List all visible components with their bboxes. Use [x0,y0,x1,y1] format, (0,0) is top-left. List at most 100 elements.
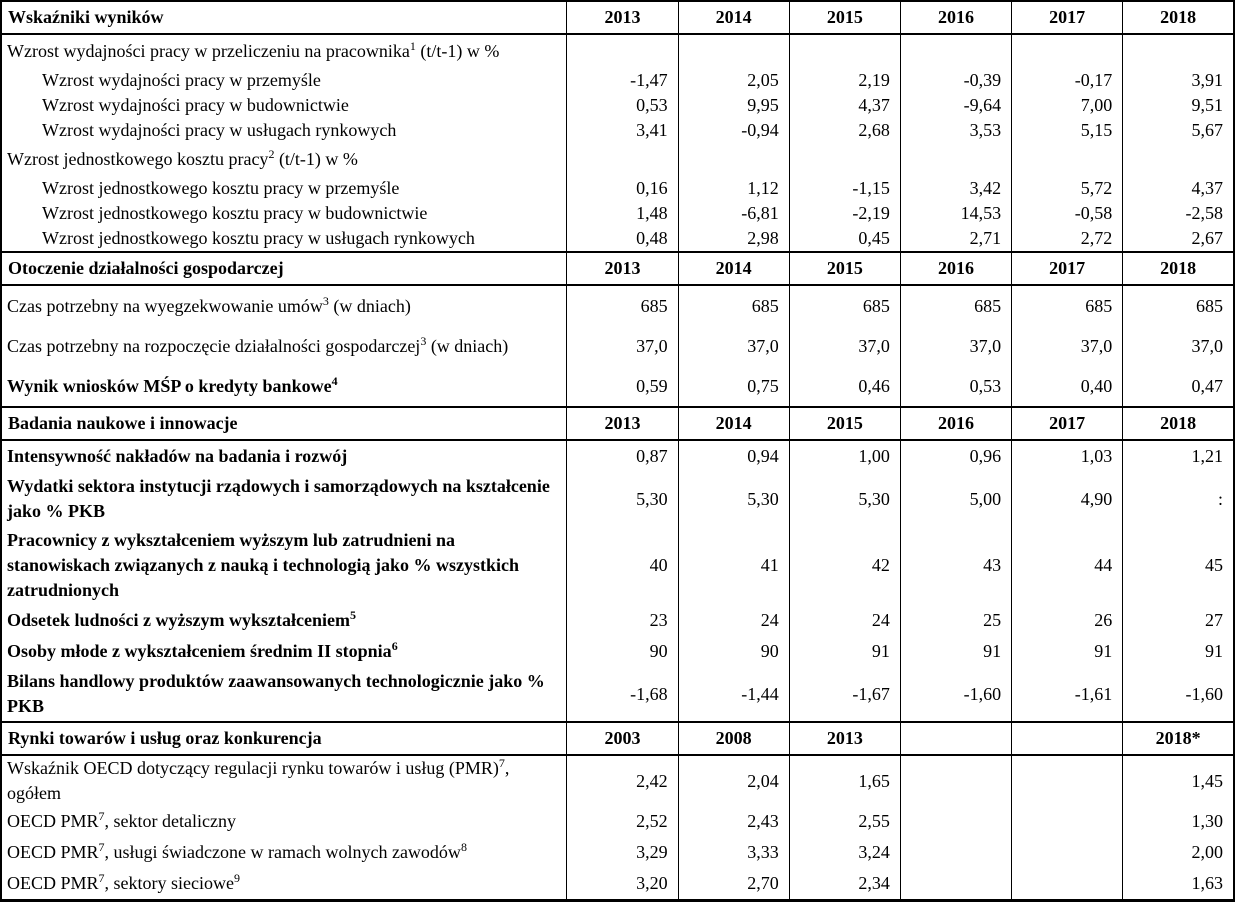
value-cell: 37,0 [1011,326,1123,366]
value-cell: 24 [677,605,790,636]
value-cell: 0,53 [566,93,679,118]
table-row: Wynik wniosków MŚP o kredyty bankowe4 0,5… [1,366,1234,407]
value-cell: 41 [677,526,790,605]
table-row: OECD PMR7, sektor detaliczny 2,52 2,43 2,55… [1,806,1234,837]
value-cell: 1,03 [1011,440,1123,472]
value-cell [899,143,1012,176]
row-label-cell: Pracownicy z wykształceniem wyższym lub … [7,530,520,600]
value-cell [899,34,1012,68]
value-cell [1011,34,1123,68]
section-title: Rynki towarów i usług oraz konkurencja [1,721,567,756]
value-cell: 5,00 [899,472,1012,526]
section-header-row: Otoczenie działalności gospodarczej 2013 2… [1,251,1234,286]
value-cell: 0,94 [677,440,790,472]
row-label-cell: Czas potrzebny na wyegzekwowanie umów3 (… [7,293,411,316]
value-cell: 2,19 [788,68,901,93]
row-label-cell: Wzrost jednostkowego kosztu pracy w usłu… [42,228,475,248]
value-cell: 24 [788,605,901,636]
value-cell: 2,00 [1122,837,1234,868]
value-cell: -2,58 [1122,201,1234,226]
value-cell: 9,51 [1122,93,1234,118]
value-cell: 2,43 [677,806,790,837]
value-cell: 0,96 [899,440,1012,472]
year-header-cell: 2017 [1011,251,1123,286]
value-cell: 2,68 [788,118,901,143]
table-row: Wzrost jednostkowego kosztu pracy w usłu… [1,226,1234,252]
table-row: Wzrost jednostkowego kosztu pracy w budo… [1,201,1234,226]
year-header-cell: 2008 [677,721,790,756]
value-cell: 3,53 [899,118,1012,143]
table-row: Odsetek ludności z wyższym wykształcenie… [1,605,1234,636]
table-row: OECD PMR7, usługi świadczone w ramach wo… [1,837,1234,868]
year-header-cell: 2018 [1122,251,1234,286]
year-header-cell [1011,721,1123,756]
table-row: Czas potrzebny na rozpoczęcie działalnoś… [1,326,1234,366]
value-cell: 3,33 [677,837,790,868]
value-cell [1011,868,1123,901]
year-header-cell: 2018 [1122,0,1234,35]
year-header-cell: 2015 [788,251,901,286]
footnote-ref: 6 [391,639,398,653]
row-label-cell: Wydatki sektora instytucji rządowych i s… [7,476,550,521]
value-cell: 1,45 [1122,755,1234,806]
value-cell [899,837,1012,868]
year-header-cell: 2013 [566,406,679,441]
value-cell: 0,40 [1011,366,1123,407]
row-label-cell: Wzrost jednostkowego kosztu pracy w budo… [42,203,428,223]
section-title: Wskaźniki wyników [1,0,567,35]
table-row: Wydatki sektora instytucji rządowych i s… [1,472,1234,526]
value-cell: 4,37 [1122,176,1234,201]
row-label-cell: Wskaźnik OECD dotyczący regulacji rynku … [7,756,510,803]
row-label-cell: Bilans handlowy produktów zaawansowanych… [7,671,545,716]
value-cell [788,143,901,176]
year-header-cell: 2015 [788,0,901,35]
row-label-cell: Wzrost wydajności pracy w usługach rynko… [42,120,397,140]
year-header-cell: 2014 [677,0,790,35]
value-cell [677,34,790,68]
year-header-cell: 2014 [677,406,790,441]
value-cell [1122,34,1234,68]
value-cell: 685 [788,285,901,326]
value-cell: -1,67 [788,667,901,722]
table-row: Bilans handlowy produktów zaawansowanych… [1,667,1234,722]
year-header-cell: 2018* [1122,721,1234,756]
footnote-ref: 2 [268,147,275,161]
footnote-ref: 4 [331,373,338,388]
year-header-cell: 2017 [1011,0,1123,35]
value-cell [899,755,1012,806]
footnote-ref: 7 [98,871,105,885]
year-header-cell: 2015 [788,406,901,441]
value-cell: 5,30 [677,472,790,526]
value-cell: 91 [899,636,1012,667]
value-cell: 0,46 [788,366,901,407]
table-row: Czas potrzebny na wyegzekwowanie umów3 (… [1,285,1234,326]
row-label-cell: Wzrost jednostkowego kosztu pracy w prze… [42,178,400,198]
group-label-row: Wzrost wydajności pracy w przeliczeniu n… [1,34,1234,68]
value-cell: -2,19 [788,201,901,226]
value-cell: 3,42 [899,176,1012,201]
value-cell: 1,63 [1122,868,1234,901]
value-cell: 42 [788,526,901,605]
value-cell: -0,17 [1011,68,1123,93]
value-cell: 0,45 [788,226,901,252]
value-cell: 0,53 [899,366,1012,407]
year-header-cell: 2017 [1011,406,1123,441]
value-cell: -1,60 [1122,667,1234,722]
value-cell: 2,52 [566,806,679,837]
value-cell: 5,67 [1122,118,1234,143]
value-cell: 37,0 [899,326,1012,366]
value-cell [677,143,790,176]
value-cell: 1,21 [1122,440,1234,472]
value-cell: : [1122,472,1234,526]
year-header-cell: 2016 [899,0,1012,35]
value-cell: -1,47 [566,68,679,93]
value-cell: 2,04 [677,755,790,806]
table-row: Wzrost jednostkowego kosztu pracy w prze… [1,176,1234,201]
footnote-ref: 7 [98,840,105,854]
footnote-ref: 8 [460,840,467,854]
value-cell: 25 [899,605,1012,636]
value-cell: 5,15 [1011,118,1123,143]
value-cell: 0,87 [566,440,679,472]
value-cell: 5,30 [788,472,901,526]
